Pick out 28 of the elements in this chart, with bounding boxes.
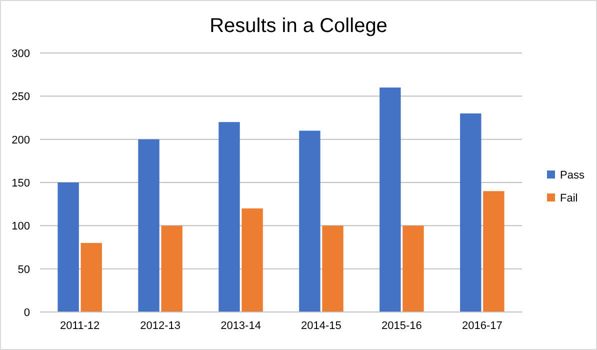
legend-label: Pass [560, 170, 585, 182]
x-tick-label: 2015-16 [382, 320, 422, 332]
x-tick-label: 2012-13 [140, 320, 180, 332]
y-tick-label: 100 [12, 220, 30, 233]
y-tick-label: 200 [12, 134, 30, 146]
x-tick-label: 2011-12 [60, 320, 100, 332]
chart-title: Results in a College [210, 15, 388, 37]
bar [138, 139, 160, 312]
bar [380, 88, 401, 312]
y-tick-label: 50 [18, 264, 30, 276]
y-tick-label: 150 [12, 178, 30, 190]
bar [80, 242, 102, 312]
bar [242, 208, 263, 312]
x-tick-label: 2013-14 [220, 320, 261, 332]
bar [161, 226, 182, 312]
bar [483, 191, 504, 312]
bar [58, 182, 79, 312]
y-tick-label: 0 [24, 307, 30, 319]
x-tick-label: 2016-17 [462, 320, 502, 332]
bar [402, 226, 424, 312]
legend-label: Fail [560, 192, 578, 204]
bar [322, 226, 344, 312]
bar [218, 122, 240, 312]
y-tick-label: 300 [12, 48, 30, 60]
x-tick-label: 2014-15 [301, 320, 342, 332]
y-tick-label: 250 [12, 91, 30, 104]
bar [460, 113, 482, 312]
bar [299, 130, 320, 312]
